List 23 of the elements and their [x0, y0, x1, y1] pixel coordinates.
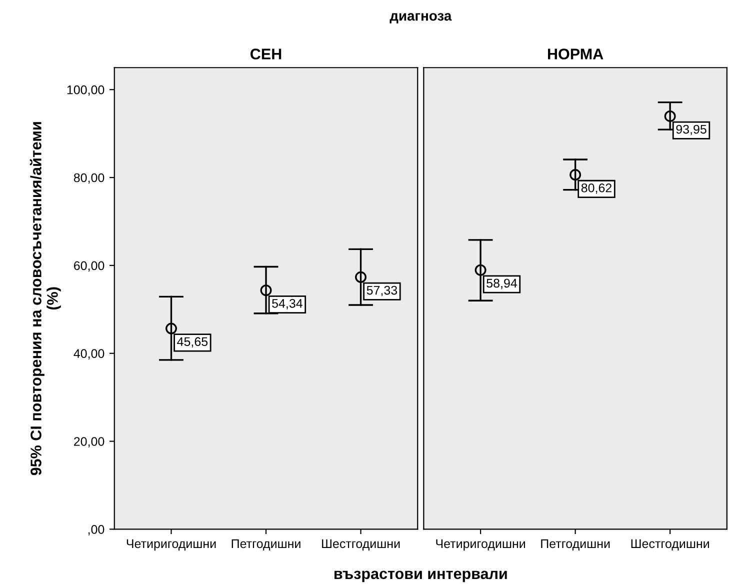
data-label: 58,94 — [486, 278, 518, 290]
x-tick-label: Четиригодишни — [126, 539, 216, 551]
chart-title: НОРМА — [548, 48, 604, 60]
x-tick-label: Петгодишни — [232, 539, 300, 550]
chart-title: СЕН — [250, 48, 282, 60]
x-tick-label: Шестгодишни — [631, 539, 709, 550]
data-label: 93,95 — [676, 124, 706, 136]
x-axis-title: възрастови интервали — [334, 570, 507, 582]
data-label: 80,62 — [581, 183, 612, 194]
text: диагноза — [390, 13, 452, 24]
y-tick-label: 80,00 — [74, 173, 104, 184]
x-tick-label: Петгодишни — [541, 539, 610, 550]
data-label: 57,33 — [366, 286, 398, 296]
y-tick-label: ,00 — [88, 525, 104, 536]
y-axis-title: 95% CI повторения на словосъчетания/айтеми (%) — [30, 122, 61, 476]
data-label: 45,65 — [177, 337, 208, 348]
data-label: 54,34 — [272, 298, 302, 310]
y-tick-label: 100,00 — [67, 85, 104, 96]
x-tick-label: Четиригодишни — [436, 539, 526, 551]
y-tick-label: 60,00 — [74, 261, 104, 272]
y-tick-label: 40,00 — [74, 349, 104, 360]
y-tick-label: 20,00 — [74, 437, 104, 448]
x-tick-label: Шестгодишни — [322, 539, 400, 550]
